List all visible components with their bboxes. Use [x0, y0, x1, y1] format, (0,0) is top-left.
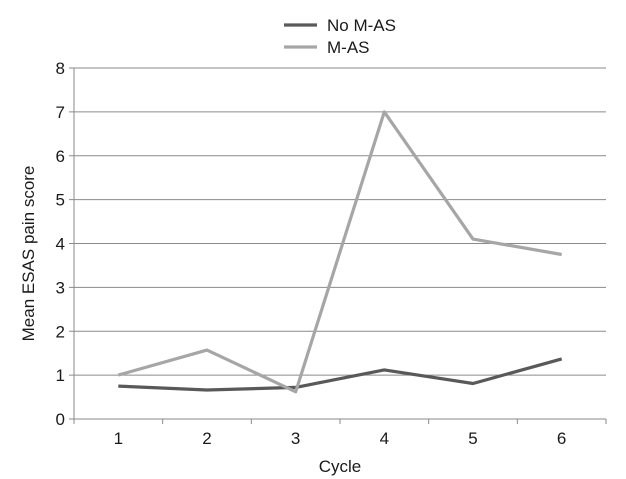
y-tick-label: 8: [56, 59, 65, 78]
series-line-m-as: [117, 110, 562, 394]
y-tick-label: 1: [56, 366, 65, 385]
x-tick-label: 5: [468, 429, 477, 448]
y-tick-label: 7: [56, 103, 65, 122]
x-tick-label: 2: [202, 429, 211, 448]
legend: No M-AS M-AS: [284, 16, 396, 57]
gridlines: [74, 67, 606, 376]
series-line-no-m-as: [118, 357, 563, 392]
y-axis-title: Mean ESAS pain score: [19, 166, 38, 342]
x-tick-label: 4: [380, 429, 389, 448]
y-tick-label: 0: [56, 410, 65, 429]
y-tick-label: 6: [56, 147, 65, 166]
y-tick-label: 5: [56, 191, 65, 210]
legend-label: M-AS: [327, 38, 370, 57]
y-tick-label: 2: [56, 322, 65, 341]
y-tick-label: 3: [56, 278, 65, 297]
x-axis-title: Cycle: [319, 457, 362, 476]
x-tick-label: 3: [291, 429, 300, 448]
series-lines: [117, 110, 563, 394]
x-tick-label: 6: [557, 429, 566, 448]
x-tick-label: 1: [114, 429, 123, 448]
axes: 0 1 2 3 4 5 6 7 8 1 2 3 4 5 6: [56, 59, 607, 448]
y-tick-label: 4: [56, 235, 65, 254]
legend-label: No M-AS: [327, 16, 396, 35]
